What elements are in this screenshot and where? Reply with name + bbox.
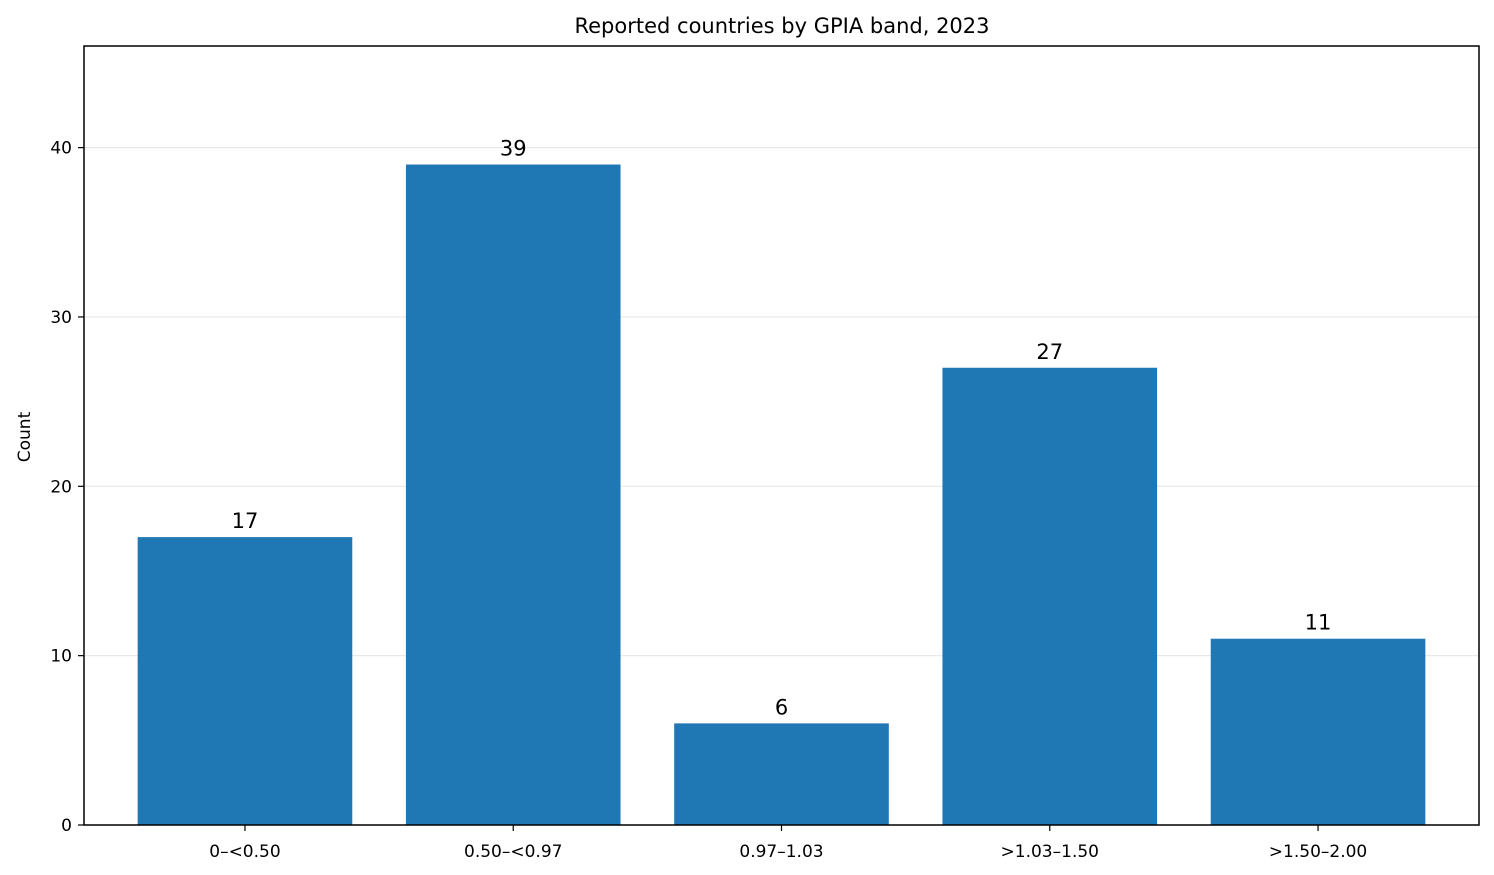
y-tick-label: 20 xyxy=(50,477,72,497)
bar-value-label: 17 xyxy=(232,509,259,533)
data-labels: 17 39 6 27 11 xyxy=(232,137,1332,720)
bar-value-label: 6 xyxy=(775,695,788,719)
bars xyxy=(137,164,1426,826)
y-axis-ticks: 0 10 20 30 40 xyxy=(50,139,84,836)
bar xyxy=(405,164,621,826)
y-tick-label: 0 xyxy=(61,816,72,836)
y-tick-label: 40 xyxy=(50,139,72,159)
bar-value-label: 11 xyxy=(1305,611,1332,635)
bar xyxy=(674,723,889,825)
y-tick-label: 10 xyxy=(50,647,72,667)
bar xyxy=(1210,638,1426,825)
bar-value-label: 27 xyxy=(1036,340,1063,364)
y-axis-label: Count xyxy=(15,411,35,462)
x-tick-label: >1.50–2.00 xyxy=(1269,842,1367,862)
x-tick-label: >1.03–1.50 xyxy=(1001,842,1099,862)
bar xyxy=(942,367,1158,825)
bar xyxy=(137,537,353,825)
x-axis-ticks: 0–<0.50 0.50–<0.97 0.97–1.03 >1.03–1.50 >1.5… xyxy=(209,825,1367,862)
x-tick-label: 0–<0.50 xyxy=(209,842,280,862)
chart-title: Reported countries by GPIA band, 2023 xyxy=(574,14,989,38)
x-tick-label: 0.50–<0.97 xyxy=(464,842,562,862)
bar-value-label: 39 xyxy=(500,137,527,161)
y-tick-label: 30 xyxy=(50,308,72,328)
x-tick-label: 0.97–1.03 xyxy=(739,842,823,862)
